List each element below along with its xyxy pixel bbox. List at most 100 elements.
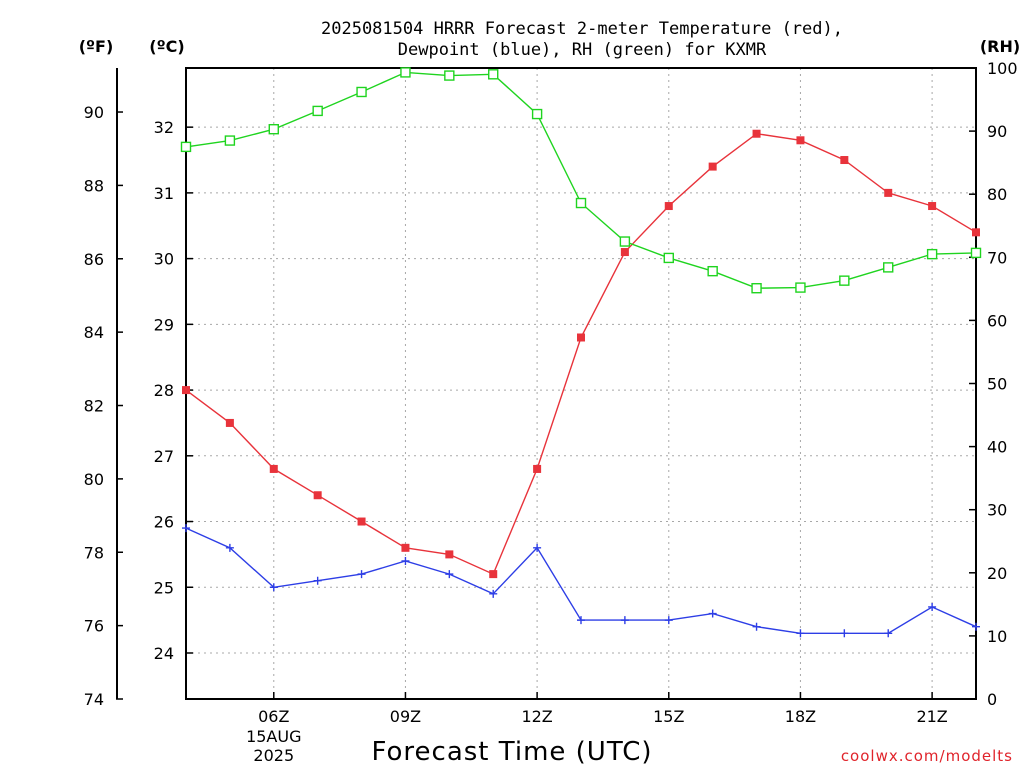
rh-tick-label: 70 (987, 248, 1007, 267)
axes (185, 67, 977, 700)
rh-point (180, 141, 192, 153)
x-tick-label: 12Z (521, 707, 552, 726)
dewpoint-point (752, 622, 761, 631)
c-tick-label: 25 (154, 578, 174, 597)
rh-tick-label: 90 (987, 122, 1007, 141)
c-tick-label: 32 (154, 118, 174, 137)
rh-tick-label: 40 (987, 438, 1007, 457)
rh-point (926, 248, 938, 260)
series (180, 67, 982, 638)
unit-celsius: (ºC) (149, 37, 184, 56)
rh-tick-label: 80 (987, 185, 1007, 204)
temperature-point (225, 418, 234, 427)
temperature-point (796, 136, 805, 145)
f-tick-label: 80 (84, 470, 104, 489)
rh-point (400, 67, 411, 78)
rh-line (185, 71, 977, 289)
rh-point (444, 70, 455, 81)
dewpoint-point (796, 629, 805, 638)
rh-tick-label: 30 (987, 501, 1007, 520)
c-tick-label: 28 (154, 381, 174, 400)
rh-point (795, 282, 806, 293)
f-tick-label: 84 (84, 323, 104, 342)
rh-point (488, 69, 499, 80)
rh-point (663, 252, 674, 264)
temperature-point (708, 162, 717, 171)
c-tick-label: 27 (154, 447, 174, 466)
c-tick-label: 24 (154, 644, 174, 663)
rh-tick-label: 100 (987, 59, 1018, 78)
c-tick-label: 30 (154, 250, 174, 269)
dewpoint-point (972, 622, 980, 631)
temperature-point (840, 156, 849, 165)
rh-point (224, 135, 236, 146)
temperature-point (445, 550, 454, 559)
rh-tick-label: 20 (987, 564, 1007, 583)
c-tick-label: 26 (154, 513, 174, 532)
temperature-point (884, 188, 893, 197)
dewpoint-point (357, 570, 366, 579)
rh-point (531, 108, 543, 120)
x-tick-label: 15Z (653, 707, 684, 726)
dewpoint-point (708, 609, 717, 618)
rh-tick-label: 10 (987, 627, 1007, 646)
unit-fahrenheit: (ºF) (79, 37, 114, 56)
x-tick-label: 06Z (258, 707, 289, 726)
f-tick-label: 88 (84, 176, 104, 195)
dewpoint-point (225, 543, 234, 552)
rh-point (356, 86, 367, 98)
celsius-axis: 24 25 26 27 28 29 30 31 32 (154, 118, 193, 663)
temperature-point (401, 543, 410, 552)
f-tick-label: 90 (84, 103, 104, 122)
x-tick-label: 09Z (390, 707, 421, 726)
temperature-point (269, 464, 278, 473)
rh-point (707, 265, 718, 277)
dewpoint-point (489, 589, 498, 598)
x-axis-label: Forecast Time (UTC) (371, 737, 652, 767)
plot-frame (185, 67, 977, 700)
f-tick-label: 76 (84, 617, 104, 636)
x-tick-label: 18Z (785, 707, 816, 726)
f-tick-label: 86 (84, 250, 104, 269)
temperature-point (620, 248, 629, 257)
f-tick-label: 74 (84, 690, 104, 709)
chart-title-line1: 2025081504 HRRR Forecast 2-meter Tempera… (321, 19, 843, 39)
temperature-point (182, 386, 190, 395)
rh-point (883, 262, 894, 273)
rh-axis: 0 10 20 30 40 50 60 70 80 90 100 (969, 59, 1018, 709)
temperature-point (357, 517, 366, 526)
temperature-point (752, 129, 761, 138)
rh-point (268, 124, 279, 135)
rh-tick-label: 60 (987, 311, 1007, 330)
x-date-label: 15AUG (246, 727, 301, 746)
temperature-point (489, 570, 498, 579)
x-tick-label: 21Z (916, 707, 947, 726)
rh-tick-label: 0 (987, 690, 997, 709)
rh-point (839, 275, 850, 286)
rh-point (751, 283, 762, 294)
temperature-point (577, 333, 585, 342)
x-year-label: 2025 (253, 746, 294, 765)
temperature-point (972, 228, 980, 237)
temperature-point (928, 202, 937, 211)
chart-title-line2: Dewpoint (blue), RH (green) for KXMR (398, 40, 767, 60)
dewpoint-point (313, 576, 322, 585)
dewpoint-point (577, 616, 585, 625)
rh-point (619, 236, 631, 247)
dewpoint-point (445, 570, 454, 579)
rh-point (970, 247, 982, 259)
temperature-point (313, 491, 322, 500)
c-tick-label: 29 (154, 315, 174, 334)
dewpoint-point (533, 543, 542, 552)
f-tick-label: 78 (84, 543, 104, 562)
dewpoint-point (401, 556, 410, 565)
grid-lines (186, 68, 976, 699)
credit-text: coolwx.com/modelts (841, 747, 1013, 765)
f-tick-label: 82 (84, 397, 104, 416)
temperature-point (664, 202, 673, 211)
rh-tick-label: 50 (987, 375, 1007, 394)
dewpoint-point (182, 524, 190, 533)
dewpoint-point (884, 629, 893, 638)
